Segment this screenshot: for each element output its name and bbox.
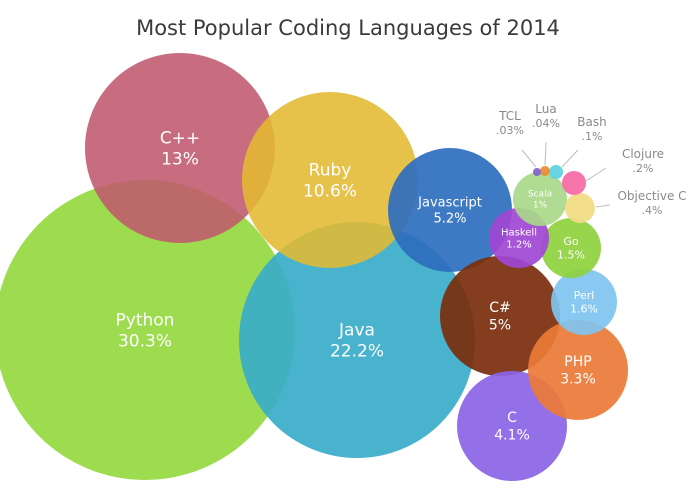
- bubble-java: [239, 222, 475, 458]
- bubble-bash: [549, 165, 563, 179]
- label-value-java: 22.2%: [330, 341, 384, 361]
- label-value-php: 3.3%: [560, 372, 596, 388]
- label-name-javascript: Javascript: [417, 195, 482, 210]
- bubble-go: [541, 218, 601, 278]
- leader-line-clojure: [585, 167, 607, 182]
- label-name-haskell: Haskell: [501, 227, 537, 238]
- bubble-php: [528, 320, 628, 420]
- label-name-ruby: Ruby: [309, 160, 352, 180]
- bubble-perl: [551, 269, 617, 335]
- label-value-javascript: 5.2%: [433, 212, 466, 227]
- label-value-perl: 1.6%: [570, 303, 598, 316]
- bubble-c: [85, 53, 275, 243]
- label-name-c: C: [507, 410, 517, 426]
- label-value-bash: .1%: [582, 130, 603, 143]
- label-value-go: 1.5%: [557, 249, 585, 262]
- bubble-ruby: [242, 92, 418, 268]
- chart-title: Most Popular Coding Languages of 2014: [136, 16, 560, 40]
- label-name-c: C#: [489, 300, 511, 316]
- label-name-php: PHP: [564, 354, 591, 370]
- label-name-c: C++: [160, 128, 200, 148]
- label-name-go: Go: [563, 235, 579, 248]
- label-value-scala: 1%: [533, 201, 548, 211]
- label-value-python: 30.3%: [118, 331, 172, 351]
- bubble-clojure: [562, 171, 586, 195]
- bubble-objective-c: [565, 193, 595, 223]
- label-value-c: 4.1%: [494, 428, 530, 444]
- leader-line-tcl: [521, 149, 537, 168]
- leader-line-bash: [561, 149, 579, 168]
- label-name-objective-c: Objective C: [617, 189, 686, 203]
- bubble-tcl: [533, 168, 541, 176]
- label-value-c: 5%: [489, 318, 511, 334]
- label-name-lua: Lua: [535, 102, 556, 116]
- bubble-javascript: [388, 148, 512, 272]
- bubble-c: [440, 256, 560, 376]
- label-name-java: Java: [338, 320, 375, 340]
- label-value-haskell: 1.2%: [506, 240, 531, 251]
- label-name-tcl: TCL: [498, 109, 521, 123]
- label-name-perl: Perl: [574, 289, 595, 302]
- leader-line-lua: [544, 141, 547, 166]
- label-name-scala: Scala: [528, 190, 552, 200]
- label-value-objective-c: .4%: [642, 204, 663, 217]
- label-name-python: Python: [116, 310, 175, 330]
- label-value-clojure: .2%: [633, 162, 654, 175]
- label-value-lua: .04%: [532, 117, 560, 130]
- leader-line-objective-c: [595, 204, 611, 208]
- label-value-c: 13%: [161, 149, 199, 169]
- label-value-tcl: .03%: [496, 124, 524, 137]
- label-value-ruby: 10.6%: [303, 181, 357, 201]
- bubble-scala: [513, 172, 567, 226]
- label-name-clojure: Clojure: [622, 147, 664, 161]
- label-name-bash: Bash: [577, 115, 606, 129]
- bubble-lua: [540, 166, 550, 176]
- bubble-python: [0, 180, 295, 480]
